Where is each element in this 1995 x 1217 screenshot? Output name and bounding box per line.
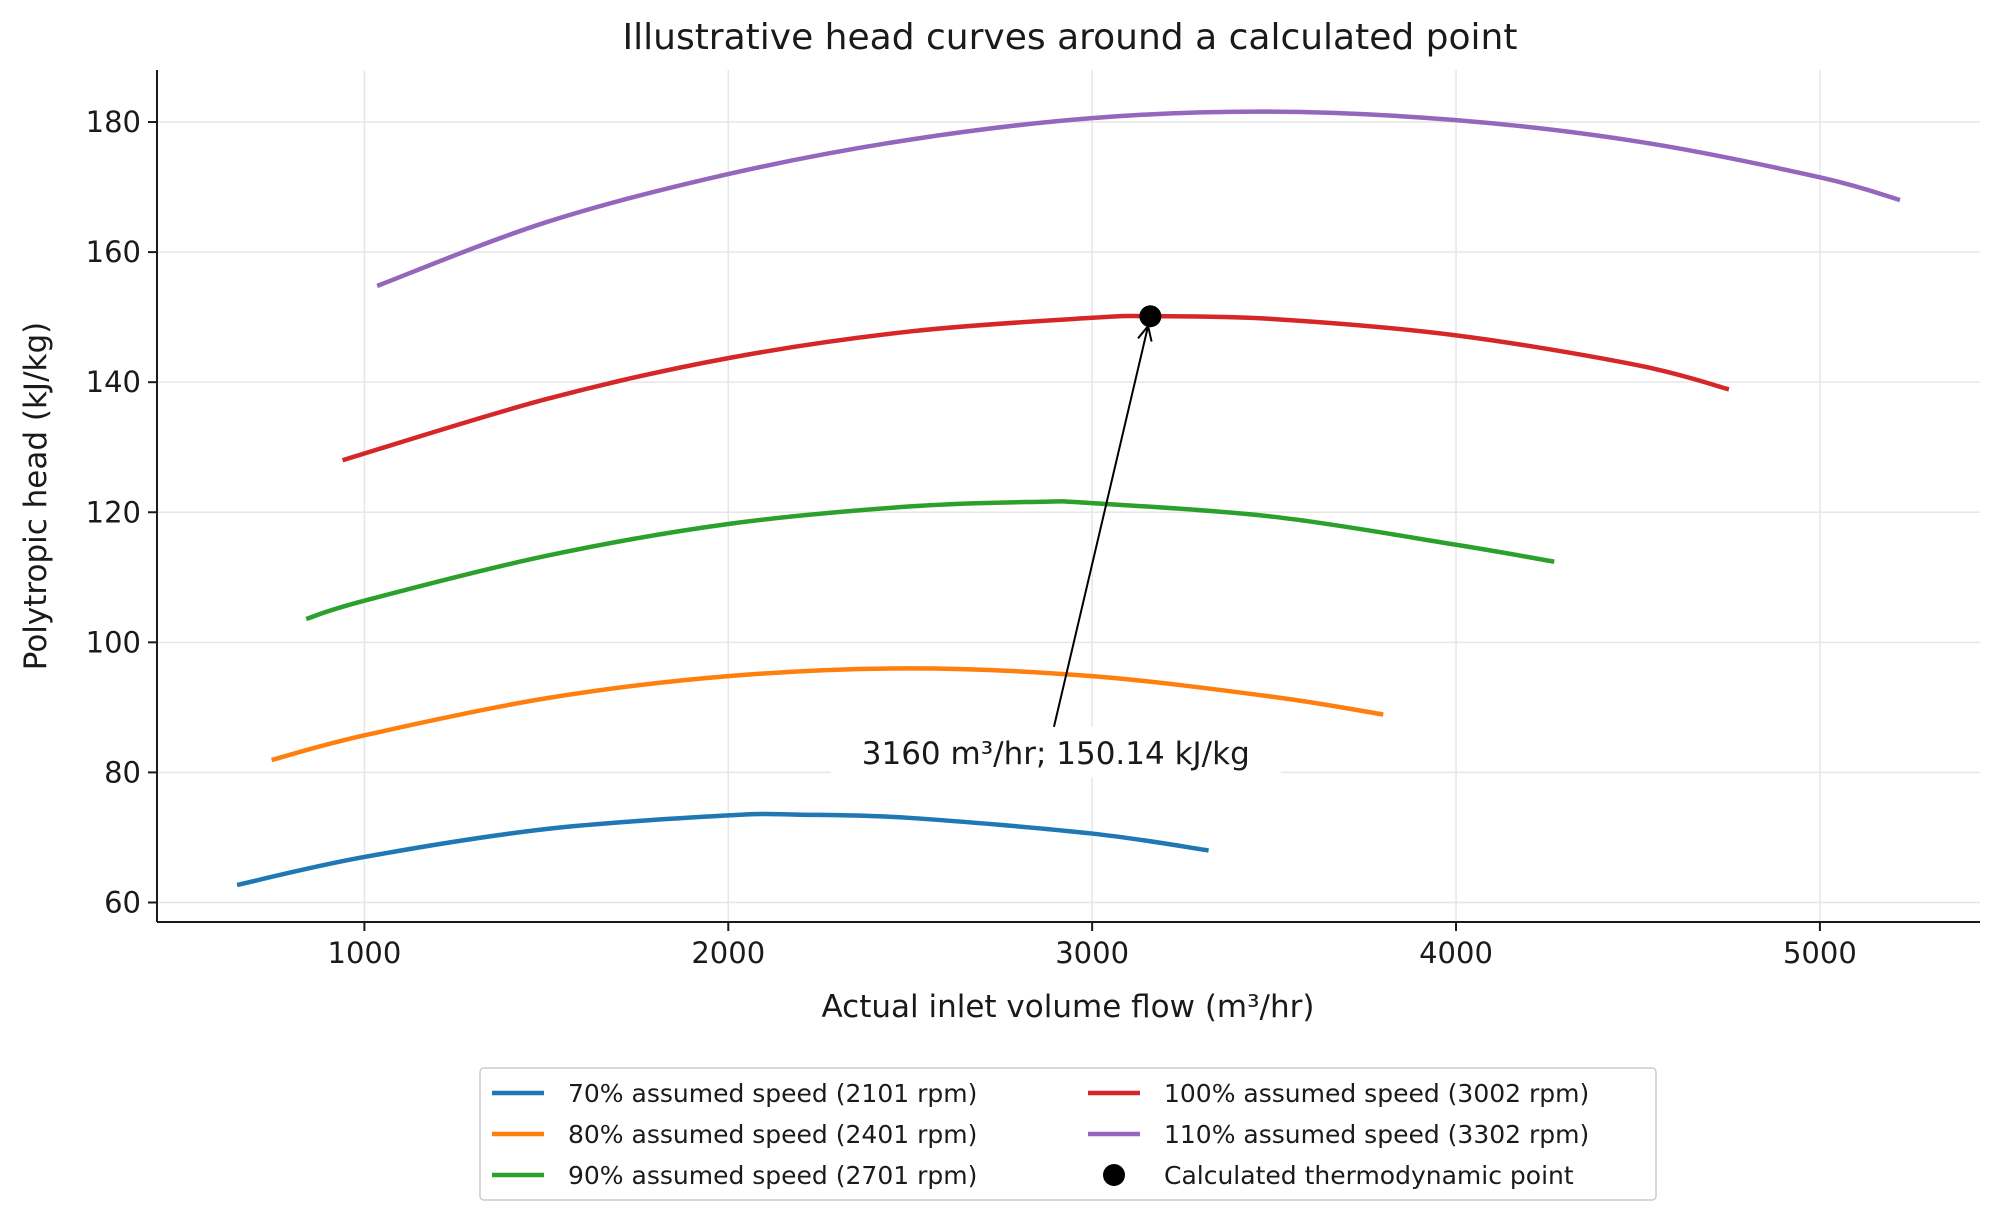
series-line-5 [376, 109, 1901, 289]
calculated-point-marker [1139, 305, 1162, 328]
y-tick-label: 60 [104, 885, 141, 919]
x-tick-label: 5000 [1783, 936, 1857, 970]
y-tick-label: 120 [86, 495, 141, 529]
y-axis-label: Polytropic head (kJ/kg) [18, 322, 54, 671]
y-tick-label: 100 [86, 625, 141, 659]
tick-labels: 1000 2000 3000 4000 5000 60 80 100 120 140 160 180 [86, 105, 1857, 970]
x-axis-label: Actual inlet volume flow (m³/hr) [822, 989, 1315, 1025]
x-tick-label: 3000 [1055, 936, 1129, 970]
series-line-4 [341, 313, 1730, 463]
axes [156, 70, 1980, 923]
y-tick-label: 180 [86, 105, 141, 139]
legend: 70% assumed speed (2101 rpm) 80% assumed … [479, 1067, 1657, 1201]
point-annotation-label: 3160 m³/hr; 150.14 kJ/kg [862, 736, 1250, 772]
y-tick-label: 80 [104, 755, 141, 789]
annotation-label-background [830, 726, 1281, 777]
series-line-3 [305, 499, 1555, 622]
legend-swatch-point [1103, 1164, 1125, 1186]
annotation: 3160 m³/hr; 150.14 kJ/kg [830, 305, 1281, 777]
legend-box [479, 1067, 1657, 1201]
legend-label: 80% assumed speed (2401 rpm) [568, 1120, 977, 1149]
legend-label: 90% assumed speed (2701 rpm) [568, 1161, 977, 1190]
y-tick-label: 160 [86, 235, 141, 269]
legend-label: Calculated thermodynamic point [1164, 1161, 1574, 1190]
chart-title: Illustrative head curves around a calcul… [623, 17, 1518, 58]
annotation-arrow [1052, 325, 1150, 728]
legend-label: 100% assumed speed (3002 rpm) [1164, 1079, 1589, 1108]
x-tick-label: 4000 [1419, 936, 1493, 970]
series-line-1 [236, 811, 1209, 888]
legend-label: 70% assumed speed (2101 rpm) [568, 1079, 977, 1108]
x-tick-label: 1000 [328, 936, 402, 970]
grid [157, 70, 1980, 922]
x-tick-label: 2000 [691, 936, 765, 970]
legend-label: 110% assumed speed (3302 rpm) [1164, 1120, 1589, 1149]
series-group [236, 109, 1901, 888]
series-line-2 [271, 666, 1384, 763]
y-tick-label: 140 [86, 365, 141, 399]
